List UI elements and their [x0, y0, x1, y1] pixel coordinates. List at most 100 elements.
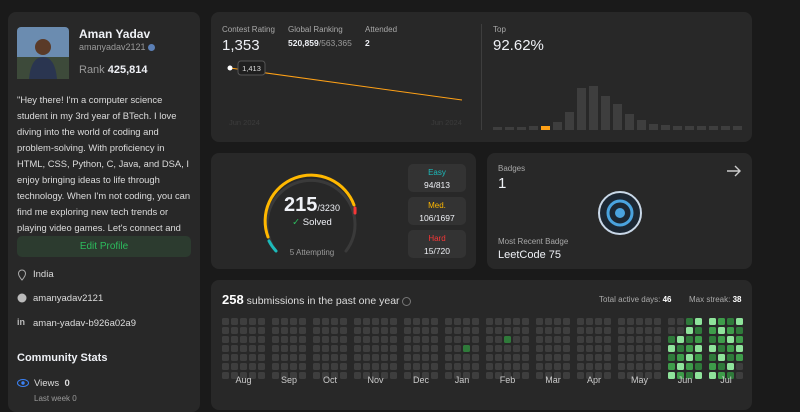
heatmap-cell — [413, 318, 420, 325]
heatmap-cell — [390, 336, 397, 343]
heatmap-cell — [413, 354, 420, 361]
badges-label: Badges — [498, 164, 525, 173]
heatmap-cell — [422, 363, 429, 370]
heatmap-cell — [363, 354, 370, 361]
heatmap-cell — [422, 327, 429, 334]
heatmap-cell — [240, 363, 247, 370]
heatmap-cell — [472, 318, 479, 325]
heatmap-cell — [258, 372, 265, 379]
heatmap-cell — [727, 318, 734, 325]
edit-profile-button[interactable]: Edit Profile — [17, 236, 191, 257]
heatmap-cell — [231, 318, 238, 325]
profile-name: Aman Yadav — [79, 27, 150, 41]
month-label: Feb — [500, 375, 516, 385]
heatmap-cell — [249, 336, 256, 343]
heatmap-cell — [618, 327, 625, 334]
heatmap-cell — [390, 327, 397, 334]
solved-count: 215/3230 — [271, 194, 353, 217]
heatmap-cell — [522, 354, 529, 361]
heatmap-cell — [249, 363, 256, 370]
heatmap-cell — [299, 345, 306, 352]
heatmap-cell — [290, 327, 297, 334]
heatmap-cell — [718, 327, 725, 334]
heatmap-cell — [686, 363, 693, 370]
badge-icon — [596, 189, 644, 237]
histogram-bar — [637, 120, 646, 130]
heatmap-cell — [472, 372, 479, 379]
heatmap-cell — [563, 318, 570, 325]
heatmap-cell — [563, 363, 570, 370]
axis-start: Jun 2024 — [229, 118, 260, 127]
views-icon — [17, 378, 29, 388]
heatmap-cell — [554, 318, 561, 325]
heatmap-cell — [645, 345, 652, 352]
heatmap-cell — [322, 327, 329, 334]
heatmap-cell — [486, 363, 493, 370]
views-label: Views — [34, 378, 59, 389]
heatmap-cell — [381, 327, 388, 334]
heatmap-cell — [536, 318, 543, 325]
month-label: Jul — [720, 375, 732, 385]
heatmap-cell — [577, 318, 584, 325]
heatmap-cell — [354, 327, 361, 334]
heatmap-cell — [222, 345, 229, 352]
histogram-bar — [553, 122, 562, 130]
heatmap-cell — [627, 336, 634, 343]
heatmap-cell — [736, 354, 743, 361]
heatmap-cell — [331, 354, 338, 361]
heatmap-cell — [222, 327, 229, 334]
heatmap-cell — [577, 336, 584, 343]
heatmap-cell — [272, 336, 279, 343]
username: amanyadav2121 — [79, 42, 146, 52]
page: {"profile": {"name": "Aman Yadav", "user… — [0, 0, 800, 401]
heatmap-cell — [381, 336, 388, 343]
top-value: 92.62% — [493, 37, 544, 54]
heatmap-cell — [222, 363, 229, 370]
heatmap-cell — [577, 363, 584, 370]
heatmap-cell — [404, 372, 411, 379]
heatmap-cell — [331, 363, 338, 370]
heatmap-cell — [554, 336, 561, 343]
heatmap-cell — [258, 345, 265, 352]
heatmap-cell — [381, 363, 388, 370]
heatmap-cell — [709, 363, 716, 370]
histogram-bar — [697, 126, 706, 130]
heatmap-cell — [390, 318, 397, 325]
contest-panel: Contest Rating 1,353 Global Ranking 520,… — [211, 12, 752, 142]
heatmap-cell — [445, 336, 452, 343]
heatmap-cell — [736, 372, 743, 379]
arrow-button[interactable] — [726, 164, 742, 178]
histogram-bar — [661, 125, 670, 130]
histogram-bar — [565, 112, 574, 130]
heatmap-cell — [577, 354, 584, 361]
github-link[interactable]: amanyadav2121 — [33, 293, 103, 304]
heatmap-cell — [736, 363, 743, 370]
heatmap-cell — [636, 318, 643, 325]
heatmap-cell — [272, 318, 279, 325]
heatmap-cell — [322, 354, 329, 361]
month-label: Oct — [323, 375, 338, 385]
heatmap-cell — [231, 354, 238, 361]
month-label: Sep — [281, 375, 297, 385]
heatmap-cell — [331, 345, 338, 352]
heatmap-cell — [504, 345, 511, 352]
divider — [481, 24, 482, 130]
heatmap-cell — [431, 372, 438, 379]
heatmap-cell — [554, 354, 561, 361]
heatmap-cell — [354, 363, 361, 370]
axis-end: Jun 2024 — [431, 118, 462, 127]
heatmap-cell — [272, 363, 279, 370]
submissions-panel: 258 submissions in the past one year Tot… — [211, 280, 752, 410]
heatmap-cell — [718, 336, 725, 343]
heatmap-cell — [381, 354, 388, 361]
heatmap-cell — [604, 372, 611, 379]
heatmap-cell — [231, 345, 238, 352]
heatmap-cell — [522, 327, 529, 334]
linkedin-link[interactable]: aman-yadav-b926a02a9 — [33, 318, 136, 329]
heatmap-cell — [618, 336, 625, 343]
heatmap-cell — [677, 363, 684, 370]
heatmap-cell — [390, 345, 397, 352]
heatmap-cell — [363, 345, 370, 352]
heatmap-cell — [431, 345, 438, 352]
heatmap-cell — [258, 336, 265, 343]
